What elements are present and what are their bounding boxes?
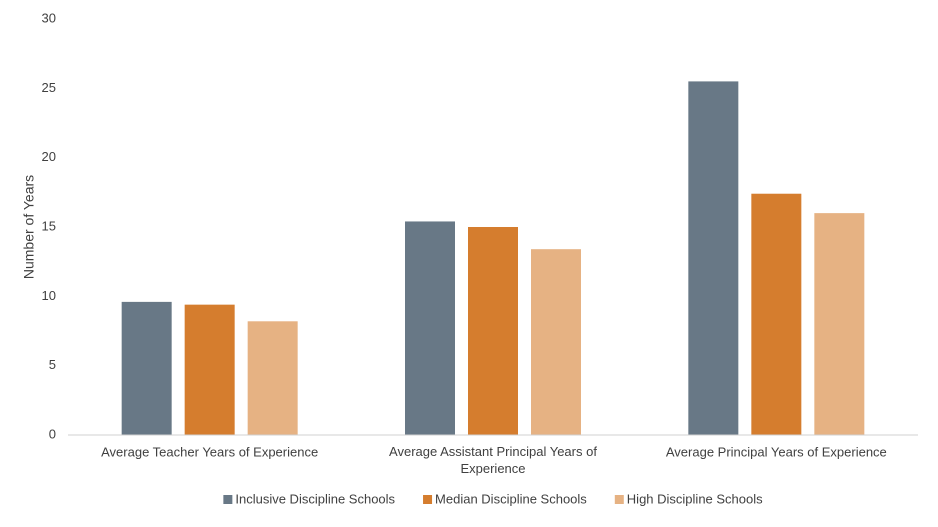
y-tick-label: 20: [42, 149, 56, 164]
bar: [247, 321, 298, 435]
x-tick-label: Average Teacher Years of Experience: [101, 444, 318, 459]
legend-swatch: [423, 495, 433, 504]
y-tick-label: 15: [42, 218, 56, 233]
y-tick-label: 30: [42, 10, 56, 25]
legend-label: Inclusive Discipline Schools: [235, 491, 395, 506]
bar: [814, 213, 865, 435]
bar: [468, 227, 518, 435]
y-tick-label: 10: [42, 288, 56, 303]
bar: [405, 221, 455, 435]
y-tick-label: 0: [49, 426, 56, 441]
legend-swatch: [223, 495, 233, 504]
legend-label: High Discipline Schools: [627, 491, 763, 506]
y-tick-label: 5: [49, 357, 56, 372]
x-tick-label: Average Principal Years of Experience: [666, 444, 887, 459]
legend-swatch: [614, 495, 624, 504]
x-tick-label: Average Assistant Principal Years of Expe…: [389, 444, 597, 476]
bar: [751, 193, 802, 435]
y-tick-label: 25: [42, 80, 56, 95]
bar: [184, 304, 235, 435]
y-axis-title: Number of Years: [21, 175, 37, 279]
bar: [688, 81, 739, 436]
bar: [121, 301, 172, 435]
legend-label: Median Discipline Schools: [435, 491, 587, 506]
bar: [531, 249, 581, 435]
legend: Inclusive Discipline Schools Median Disci…: [223, 491, 763, 506]
